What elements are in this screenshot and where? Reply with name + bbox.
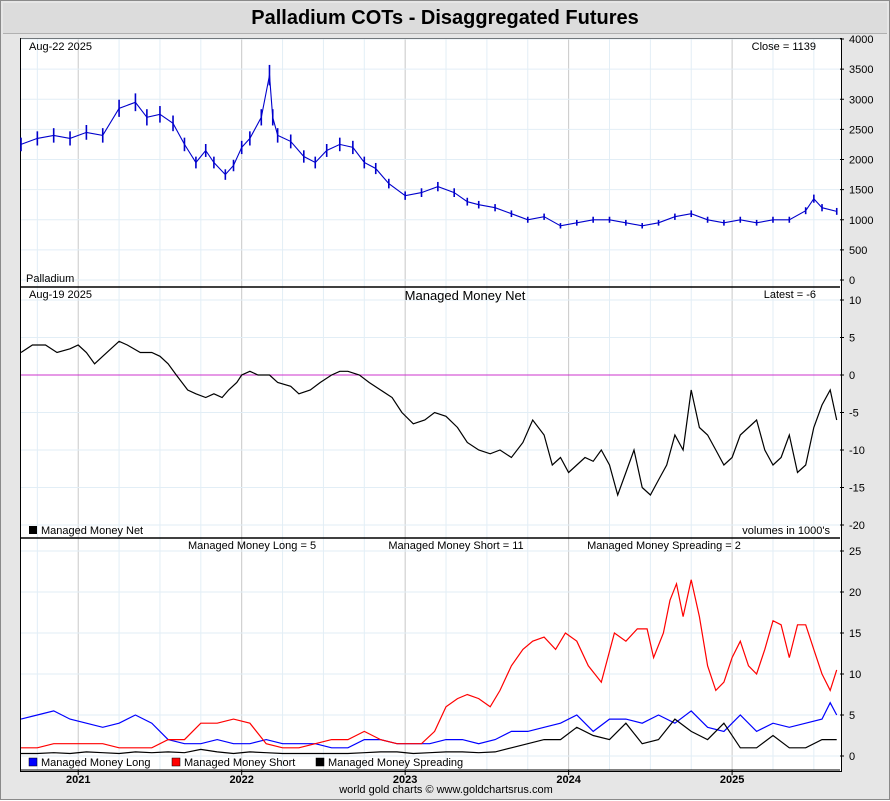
price-close-label: Close = 1139: [752, 41, 816, 53]
position-legend-swatch: [171, 757, 181, 767]
price-date-label: Aug-22 2025: [29, 41, 92, 53]
y-tick-label: 1500: [849, 185, 873, 197]
x-tick-label: 2022: [229, 774, 253, 786]
y-tick-label: 1000: [849, 215, 873, 227]
position-series-line: [21, 718, 837, 755]
chart-title: Palladium COTs - Disaggregated Futures: [251, 6, 639, 29]
y-tick-label: 10: [849, 295, 861, 307]
net-legend-label: Managed Money Net: [41, 525, 143, 537]
net-latest-label: Latest = -6: [764, 289, 816, 301]
position-series-line: [20, 701, 838, 749]
position-header-label: Managed Money Long = 5: [188, 540, 316, 552]
y-tick-label: 0: [849, 275, 855, 287]
y-tick-label: 20: [849, 587, 861, 599]
x-tick-label: 2021: [66, 774, 90, 786]
y-tick-label: 5: [849, 333, 855, 345]
y-tick-label: -10: [849, 445, 865, 457]
y-tick-label: 3000: [849, 94, 873, 106]
y-tick-label: -15: [849, 483, 865, 495]
x-tick-label: 2025: [720, 774, 744, 786]
x-tick-label: 2023: [393, 774, 417, 786]
net-panel-title: Managed Money Net: [405, 288, 526, 303]
y-tick-label: -20: [849, 520, 865, 532]
y-tick-label: 10: [849, 669, 861, 681]
position-series-line: [21, 579, 838, 749]
position-header-label: Managed Money Spreading = 2: [587, 540, 741, 552]
x-tick-label: 2024: [556, 774, 581, 786]
y-tick-label: 15: [849, 628, 861, 640]
y-tick-label: -5: [849, 408, 859, 420]
y-tick-label: 3500: [849, 64, 873, 76]
price-series-line: [20, 75, 837, 227]
net-legend-swatch: [29, 526, 37, 534]
position-legend-swatch: [28, 757, 38, 767]
y-tick-label: 5: [849, 710, 855, 722]
y-tick-label: 0: [849, 751, 855, 763]
y-tick-label: 0: [849, 370, 855, 382]
position-legend-label: Managed Money Short: [184, 757, 295, 769]
footer-credit: world gold charts © www.goldchartsrus.co…: [339, 784, 553, 796]
y-tick-label: 25: [849, 546, 861, 558]
price-series-label: Palladium: [26, 273, 74, 285]
title-bar: Palladium COTs - Disaggregated Futures: [3, 3, 887, 34]
position-legend-swatch: [315, 757, 325, 767]
y-tick-label: 4000: [849, 34, 873, 46]
y-tick-label: 2500: [849, 124, 873, 136]
position-header-label: Managed Money Short = 11: [388, 540, 523, 552]
units-label: volumes in 1000's: [742, 525, 830, 537]
y-tick-label: 500: [849, 245, 867, 257]
position-legend-label: Managed Money Spreading: [328, 757, 463, 769]
y-tick-label: 2000: [849, 155, 873, 167]
net-series-line: [20, 340, 838, 497]
position-legend-label: Managed Money Long: [41, 757, 150, 769]
net-date-label: Aug-19 2025: [29, 289, 92, 301]
